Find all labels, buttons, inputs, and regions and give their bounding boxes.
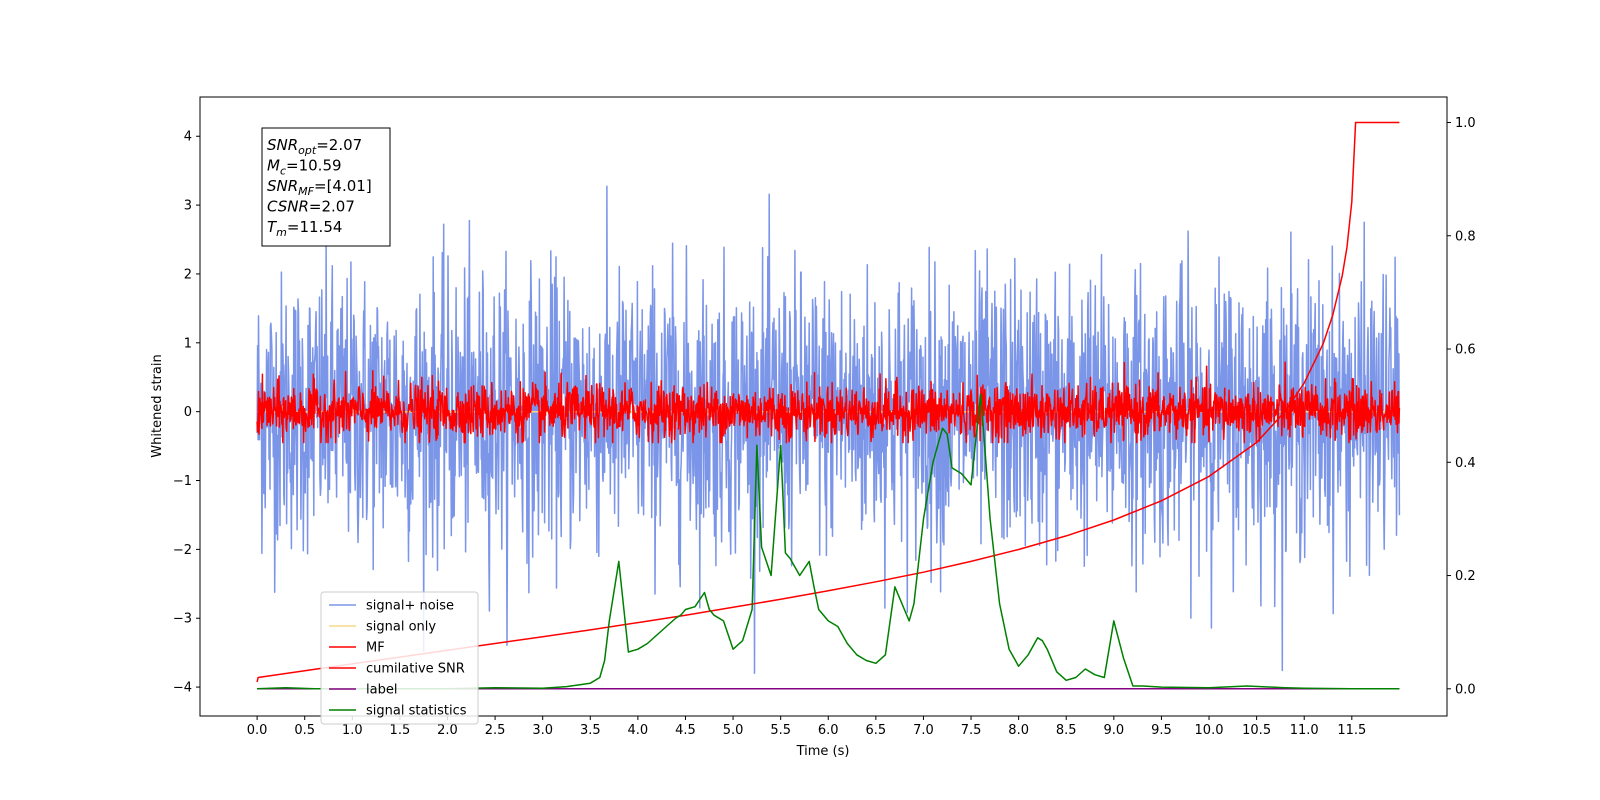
x-tick-label: 11.0 bbox=[1290, 723, 1319, 738]
y2-tick-label: 0.2 bbox=[1455, 569, 1476, 584]
series-signal-statistics bbox=[257, 393, 1400, 690]
legend-label: signal only bbox=[366, 620, 436, 635]
x-tick-label: 8.5 bbox=[1056, 723, 1077, 738]
x-axis-title: Time (s) bbox=[796, 744, 850, 759]
x-tick-label: 1.5 bbox=[390, 723, 411, 738]
legend-label: MF bbox=[366, 641, 385, 656]
y2-tick-label: 0.4 bbox=[1455, 456, 1476, 471]
y-tick-label: −2 bbox=[173, 543, 192, 558]
x-tick-label: 6.0 bbox=[818, 723, 839, 738]
info-line: SNRopt=2.07 bbox=[267, 136, 362, 157]
y-tick-label: 3 bbox=[184, 199, 192, 214]
x-tick-label: 2.0 bbox=[437, 723, 458, 738]
y-axis-left: 4 3 2 1 0 −1 −2 −3 −4 bbox=[173, 130, 200, 696]
info-line: SNRMF=[4.01] bbox=[267, 177, 372, 198]
legend: signal+ noise signal only MF cumilative SNR… bbox=[320, 591, 479, 725]
info-line: CSNR=2.07 bbox=[267, 198, 355, 216]
x-tick-label: 9.5 bbox=[1151, 723, 1172, 738]
y-tick-label: −4 bbox=[173, 681, 192, 696]
x-tick-label: 3.5 bbox=[580, 723, 601, 738]
y-axis-title: Whitened strain bbox=[150, 354, 165, 457]
y2-tick-label: 0.8 bbox=[1455, 229, 1476, 244]
x-tick-label: 3.0 bbox=[532, 723, 553, 738]
x-tick-label: 7.5 bbox=[961, 723, 982, 738]
x-tick-label: 11.5 bbox=[1337, 723, 1366, 738]
legend-label: label bbox=[366, 683, 397, 698]
legend-label: signal statistics bbox=[366, 704, 467, 719]
x-tick-label: 5.5 bbox=[770, 723, 791, 738]
x-tick-label: 4.5 bbox=[675, 723, 696, 738]
y2-tick-label: 0.0 bbox=[1455, 682, 1476, 697]
y-tick-label: 4 bbox=[184, 130, 192, 145]
x-tick-label: 0.0 bbox=[247, 723, 268, 738]
y-axis-right: 1.0 0.8 0.6 0.4 0.2 0.0 bbox=[1447, 116, 1476, 697]
x-tick-label: 4.0 bbox=[628, 723, 649, 738]
x-tick-label: 5.0 bbox=[723, 723, 744, 738]
series-mf bbox=[256, 361, 1401, 444]
y-tick-label: 2 bbox=[184, 267, 192, 282]
info-box: SNRopt=2.07Mc=10.59SNRMF=[4.01]CSNR=2.07… bbox=[261, 127, 391, 247]
x-tick-label: 7.0 bbox=[913, 723, 934, 738]
legend-label: signal+ noise bbox=[366, 599, 454, 614]
info-line: Tm=11.54 bbox=[267, 218, 342, 239]
plot-frame bbox=[199, 96, 1448, 717]
legend-label: cumilative SNR bbox=[366, 662, 465, 677]
x-tick-label: 8.0 bbox=[1008, 723, 1029, 738]
y-tick-label: −3 bbox=[173, 612, 192, 627]
y-tick-label: 0 bbox=[184, 405, 192, 420]
y-tick-label: −1 bbox=[173, 474, 192, 489]
x-tick-label: 10.5 bbox=[1242, 723, 1271, 738]
info-box-frame bbox=[261, 127, 391, 247]
y-tick-label: 1 bbox=[184, 336, 192, 351]
x-tick-label: 9.0 bbox=[1103, 723, 1124, 738]
y2-tick-label: 0.6 bbox=[1455, 343, 1476, 358]
x-tick-label: 1.0 bbox=[342, 723, 363, 738]
x-axis: 0.0 0.5 1.0 1.5 2.0 2.5 3.0 3.5 4.0 4.5 5.0 5.5 6.0 6… bbox=[247, 716, 1366, 738]
x-tick-label: 10.0 bbox=[1195, 723, 1224, 738]
legend-frame bbox=[320, 591, 479, 725]
info-line: Mc=10.59 bbox=[267, 157, 342, 178]
x-tick-label: 2.5 bbox=[485, 723, 506, 738]
y2-tick-label: 1.0 bbox=[1455, 116, 1476, 131]
x-tick-label: 6.5 bbox=[866, 723, 887, 738]
x-tick-label: 0.5 bbox=[294, 723, 315, 738]
